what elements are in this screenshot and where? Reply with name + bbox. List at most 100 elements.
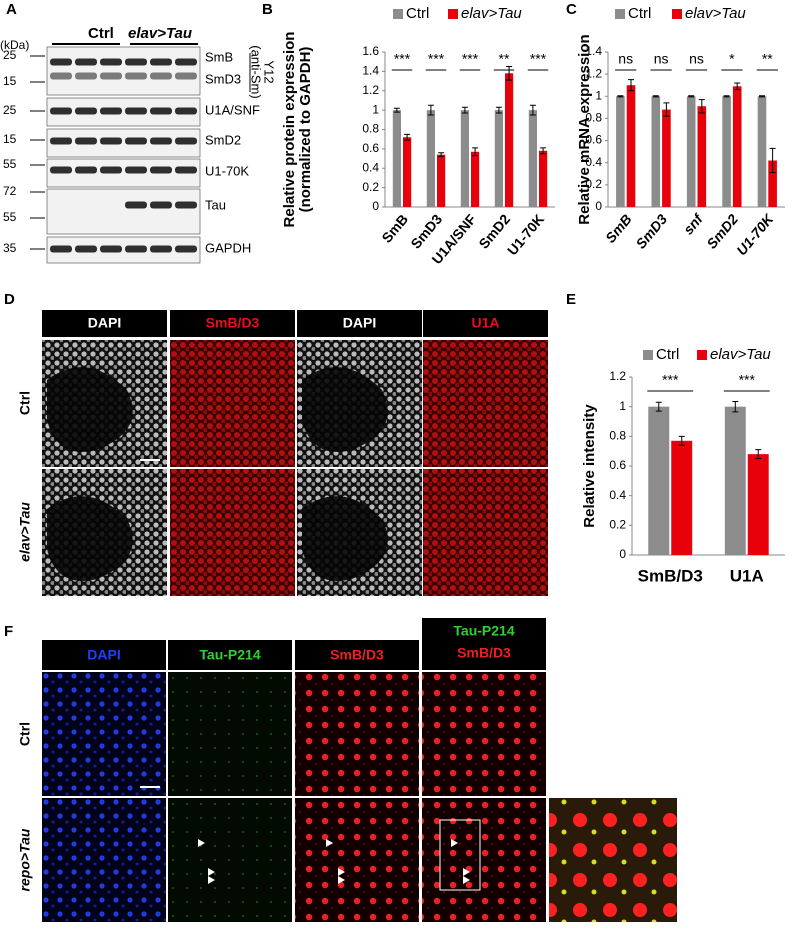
blot-band [50, 245, 72, 253]
blot-band [125, 107, 147, 115]
bar [662, 109, 671, 207]
x-tick-label: SmB [602, 211, 635, 246]
y-tick-label: 1 [372, 102, 379, 116]
y-axis-label: (normalized to GAPDH) [297, 47, 314, 213]
blot-band [150, 245, 172, 253]
error-bar [472, 147, 479, 157]
legend-label: elav>Tau [685, 5, 746, 22]
marker-label: 35 [3, 241, 17, 255]
x-tick-label: SmD3 [632, 211, 670, 252]
column-header: DAPI [88, 315, 121, 331]
legend-label: elav>Tau [710, 346, 771, 363]
significance: ns [654, 51, 669, 67]
y-tick-label: 1.4 [362, 64, 379, 78]
blot-band [125, 201, 147, 209]
error-bar [628, 79, 635, 92]
legend-swatch [393, 9, 403, 19]
arrowhead [208, 876, 215, 884]
column-header-bg [297, 310, 422, 337]
micrograph [295, 672, 419, 796]
micrograph [168, 798, 292, 922]
panel-label: F [4, 623, 13, 640]
row-label: elav>Tau [17, 502, 33, 562]
blot-strip [46, 97, 201, 127]
x-tick-label: snf [680, 210, 707, 237]
y-tick-label: 0.2 [585, 177, 602, 191]
significance: *** [428, 51, 445, 67]
band-label: U1-70K [205, 163, 249, 178]
band-label: SmB [205, 49, 233, 64]
micrograph [168, 672, 292, 796]
error-bar [723, 95, 730, 98]
blot-strip [46, 46, 201, 96]
column-header: SmB/D3 [206, 315, 260, 331]
zoom-micrograph [549, 798, 677, 922]
legend-label: Ctrl [628, 5, 651, 22]
error-bar [529, 104, 536, 116]
bar [768, 160, 777, 207]
error-bar [732, 400, 739, 413]
zoom-box [439, 819, 481, 891]
blot-band [50, 72, 72, 80]
error-bar [678, 435, 685, 446]
error-bar [617, 95, 624, 98]
micrograph [422, 798, 546, 922]
column-header-bg [42, 310, 167, 337]
blot-band [125, 166, 147, 174]
micrograph [423, 340, 548, 467]
micrograph [170, 340, 295, 467]
arrowhead [326, 839, 333, 847]
arrowhead [463, 868, 470, 876]
arrowhead [451, 839, 458, 847]
bar [426, 110, 435, 207]
band-label: SmD3 [205, 71, 241, 86]
error-bar [495, 106, 502, 114]
column-header: Tau-P214 [199, 647, 260, 663]
bar [757, 96, 767, 207]
y-tick-label: 0.2 [609, 518, 626, 532]
legend-label: elav>Tau [461, 5, 522, 22]
band-label: SmD2 [205, 132, 241, 147]
marker-label: 15 [3, 132, 17, 146]
bar [671, 440, 693, 555]
bar [626, 85, 636, 207]
band-label: GAPDH [205, 240, 251, 255]
legend-label: Ctrl [656, 346, 679, 363]
error-bar [755, 449, 762, 460]
error-bar [698, 99, 705, 114]
panel-label: B [262, 1, 273, 18]
y-tick-label: 1.2 [362, 83, 379, 97]
blot-strip [46, 158, 201, 188]
arrowhead [198, 839, 205, 847]
legend-swatch [672, 9, 682, 19]
arrowhead [338, 868, 345, 876]
micrograph [170, 469, 295, 596]
blot-band [50, 166, 72, 174]
bar [539, 150, 548, 207]
blot-band [175, 107, 197, 115]
error-bar [655, 401, 662, 412]
panel-label: E [566, 291, 576, 308]
y-tick-label: 0.8 [609, 429, 626, 443]
significance: ns [689, 51, 704, 67]
micrograph-dark-region [47, 496, 133, 581]
column-header-bg [422, 618, 546, 670]
antibody-label: Y12 [262, 60, 277, 83]
micrograph [42, 672, 166, 796]
y-tick-label: 0.6 [585, 133, 602, 147]
y-tick-label: 0.4 [585, 155, 602, 169]
blot-band [100, 107, 122, 115]
column-header: Tau-P214 [453, 623, 514, 639]
blot-band [150, 72, 172, 80]
blot-band [100, 72, 122, 80]
y-tick-label: 0.6 [609, 458, 626, 472]
bar [616, 96, 625, 207]
legend-swatch [615, 9, 625, 19]
column-header-bg [423, 310, 548, 337]
x-tick-label: U1-70K [504, 211, 547, 258]
blot-band [75, 166, 97, 174]
bar [505, 73, 514, 207]
blot-band [150, 58, 172, 66]
micrographs: DAPI SmB/D3 DAPI U1A Ctrl elav>Tau DAPI Tau-P21… [17, 310, 677, 922]
blot-band [175, 58, 197, 66]
